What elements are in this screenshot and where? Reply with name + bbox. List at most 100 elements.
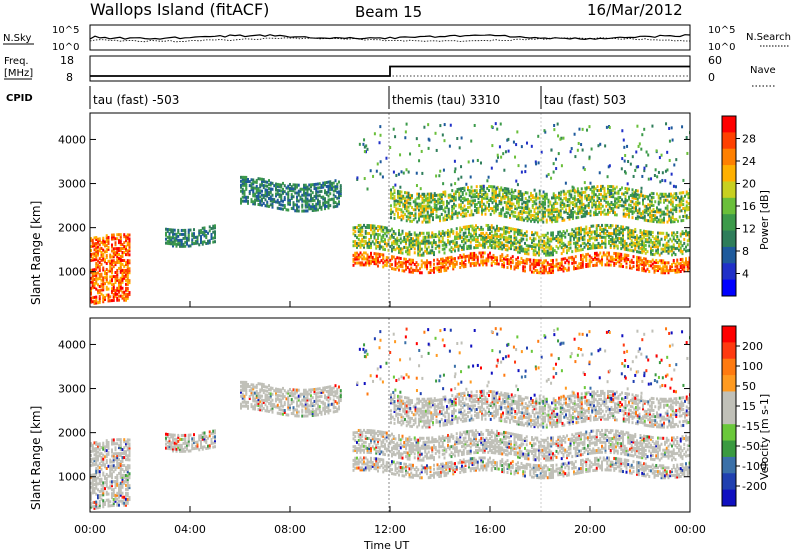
power-cell: [580, 230, 582, 234]
power-cell: [339, 188, 342, 192]
power-cell: [322, 203, 325, 207]
power-cell: [618, 230, 621, 234]
power-cell: [604, 239, 607, 243]
power-cell: [581, 242, 584, 246]
power-cell: [255, 178, 258, 182]
power-cell: [503, 237, 505, 241]
colorbar-swatch: [722, 263, 736, 281]
power-cell: [336, 196, 339, 200]
power-cell: [403, 269, 406, 273]
power-cell: [560, 257, 563, 261]
velocity-cell: [111, 448, 113, 452]
power-cell: [123, 268, 126, 272]
power-cell: [665, 265, 668, 269]
velocity-cell: [90, 463, 92, 467]
velocity-cell: [111, 460, 113, 464]
power-cell: [626, 189, 629, 193]
power-cell: [245, 197, 248, 201]
power-cell: [491, 185, 494, 189]
power-cell: [410, 270, 413, 274]
power-cell: [510, 227, 512, 231]
power-cell: [280, 199, 283, 203]
power-cell: [666, 208, 669, 212]
power-cell: [462, 231, 465, 235]
power-cell: [589, 199, 592, 203]
velocity-cell: [114, 446, 117, 450]
power-cell: [664, 169, 667, 173]
power-cell: [289, 182, 291, 186]
velocity-cell: [90, 505, 92, 509]
power-cell: [619, 196, 622, 200]
power-cell: [511, 255, 514, 259]
power-cell: [363, 138, 366, 142]
power-cell: [382, 239, 385, 243]
power-cell: [528, 213, 531, 217]
power-cell: [100, 252, 103, 256]
power-cell: [501, 247, 504, 251]
power-cell: [545, 269, 547, 273]
power-cell: [516, 215, 518, 219]
power-cell: [401, 265, 404, 269]
power-cell: [275, 192, 277, 196]
power-cell: [100, 288, 103, 292]
power-cell: [552, 162, 555, 166]
power-cell: [643, 247, 645, 251]
power-cell: [452, 229, 455, 233]
power-cell: [680, 191, 683, 195]
power-cell: [459, 265, 462, 269]
power-cell: [420, 271, 423, 275]
power-cell: [443, 259, 446, 263]
power-cell: [430, 210, 433, 214]
power-cell: [543, 239, 546, 243]
power-cell: [641, 241, 644, 245]
power-cell: [658, 241, 661, 245]
power-cell: [594, 187, 597, 191]
power-cell: [643, 210, 646, 214]
power-cell: [128, 247, 131, 251]
power-cell: [463, 212, 466, 216]
power-cell: [644, 239, 647, 243]
power-cell: [455, 245, 458, 249]
power-cell: [123, 251, 126, 255]
power-cell: [506, 244, 509, 248]
power-cell: [426, 231, 428, 235]
power-cell: [105, 293, 108, 297]
power-cell: [423, 192, 426, 196]
power-cell: [659, 208, 662, 212]
power-cell: [499, 243, 502, 247]
power-cell: [409, 195, 412, 199]
power-cell: [271, 205, 274, 209]
power-cell: [505, 193, 508, 197]
power-cell: [581, 127, 584, 131]
power-cell: [618, 232, 621, 236]
power-cell: [378, 225, 381, 229]
velocity-cell: [91, 485, 94, 489]
power-cell: [595, 224, 598, 228]
power-cell: [679, 234, 682, 238]
power-cell: [359, 225, 362, 229]
power-cell: [665, 233, 668, 237]
power-cell: [254, 192, 256, 196]
power-cell: [659, 214, 662, 218]
power-cell: [533, 188, 536, 192]
power-cell: [675, 209, 678, 213]
velocity-cell: [95, 500, 98, 504]
power-cell: [332, 205, 335, 209]
power-cell: [336, 186, 339, 190]
power-cell: [311, 207, 314, 211]
power-cell: [429, 249, 432, 253]
power-cell: [390, 204, 392, 208]
power-cell: [585, 257, 588, 261]
velocity-cell: [105, 466, 108, 470]
power-cell: [200, 237, 202, 241]
power-cell: [630, 243, 633, 247]
power-cell: [315, 182, 318, 186]
velocity-cell: [112, 499, 115, 503]
power-cell: [638, 142, 641, 146]
power-cell: [584, 204, 587, 208]
power-cell: [612, 211, 615, 215]
velocity-cell: [107, 498, 110, 502]
power-cell: [577, 197, 580, 201]
power-cell: [523, 208, 525, 212]
power-cell: [490, 255, 493, 259]
